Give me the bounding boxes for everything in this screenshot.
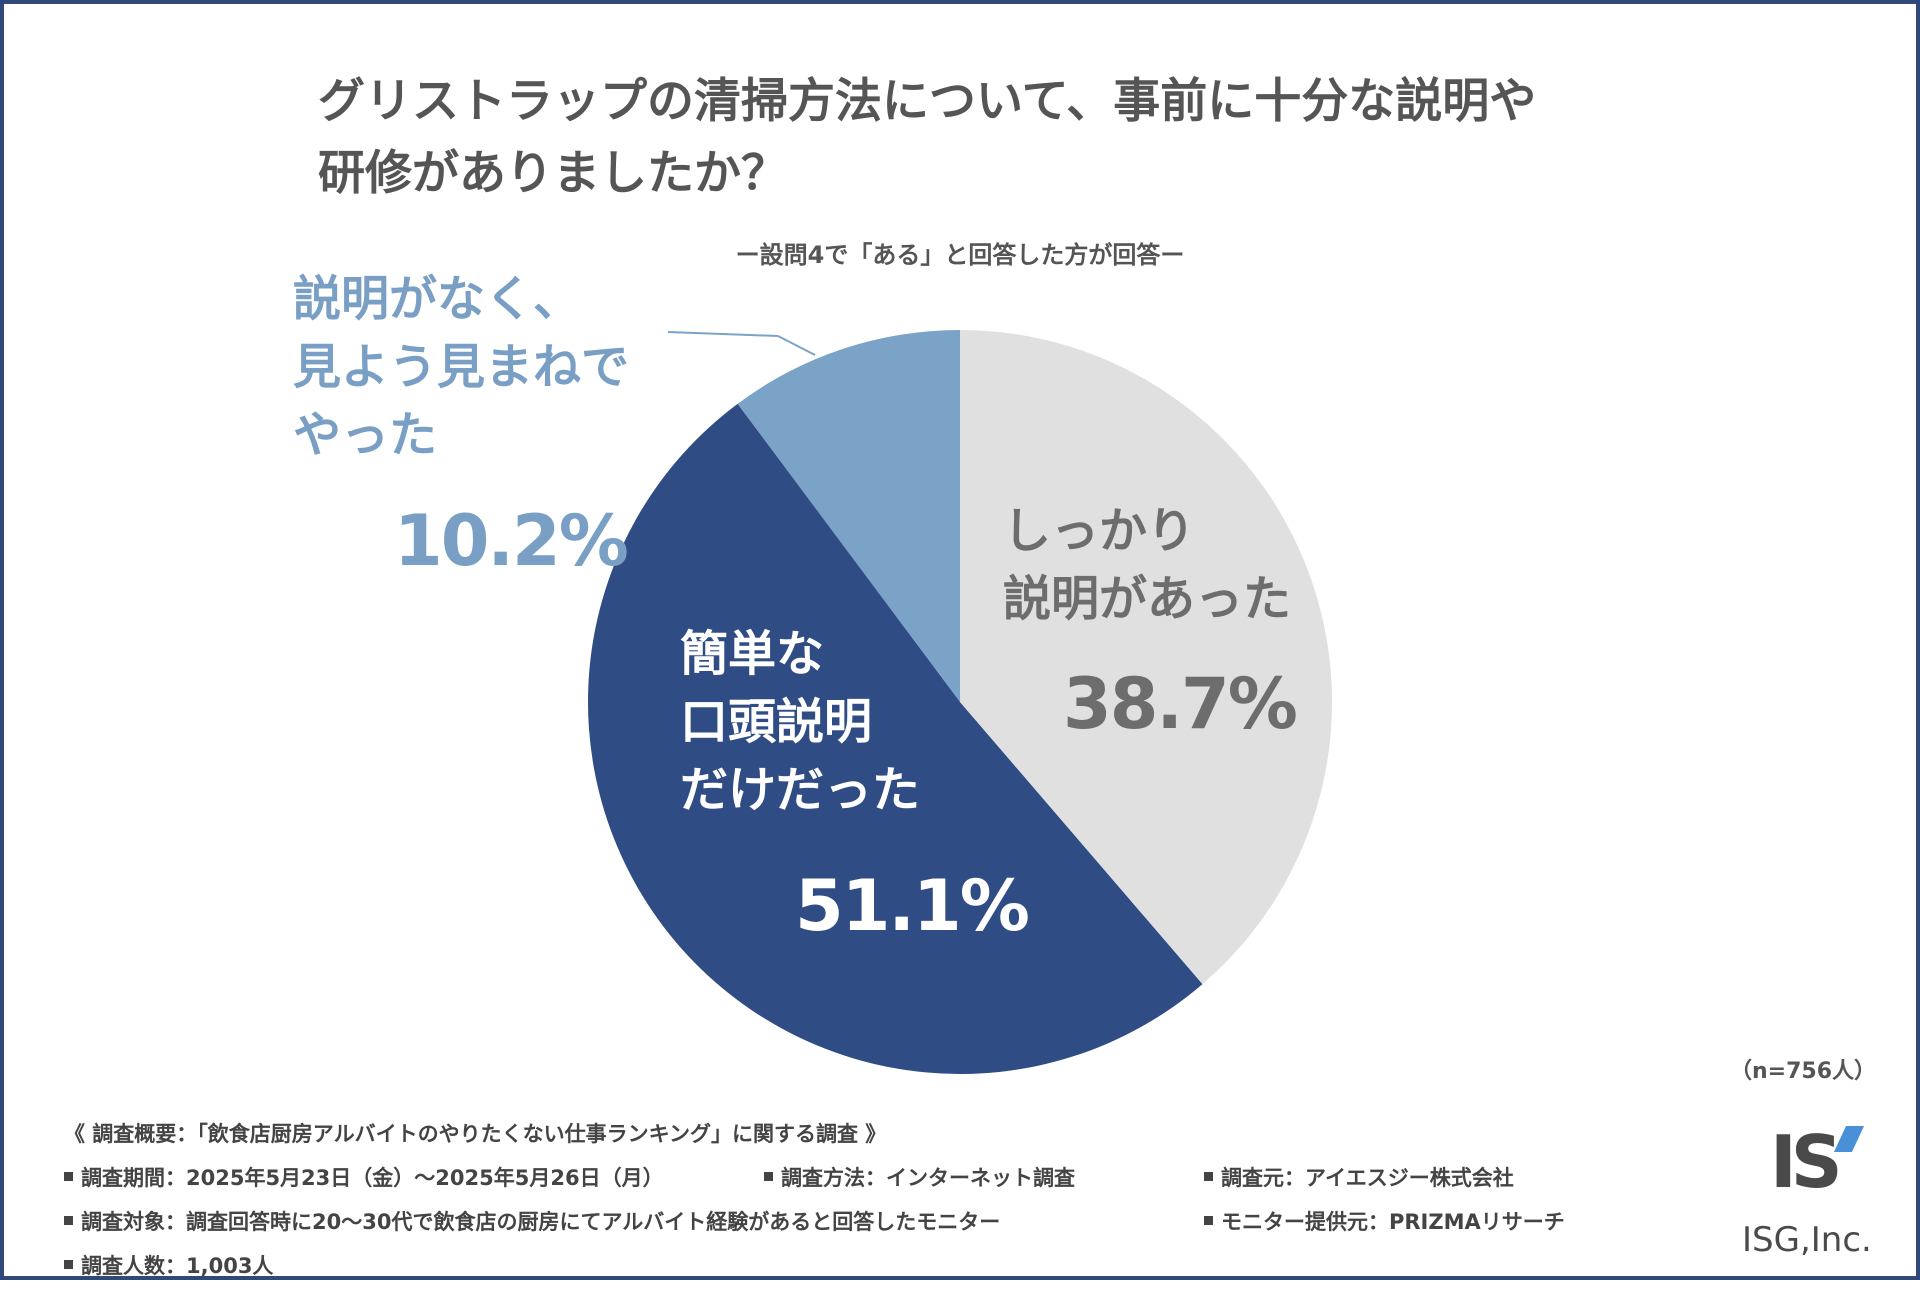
slice-label-none-line3: やった: [293, 407, 438, 464]
survey-provider-text: モニター提供元：PRIZMAリサーチ: [1221, 1210, 1565, 1234]
logo-mark-icon: IS: [1770, 1120, 1843, 1204]
slice-verbal: [587, 403, 1203, 1074]
logo-text: ISG,Inc.: [1742, 1220, 1872, 1260]
bullet-icon: [64, 1216, 73, 1225]
slice-label-none-line2: 見よう見まねで: [293, 339, 630, 396]
slice-label-verbal-line1: 簡単な: [680, 626, 825, 682]
survey-count: 調査人数：1,003人: [64, 1250, 273, 1280]
slice-label-none-line1: 説明がなく、: [293, 271, 582, 327]
survey-summary: 《 調査概要：「飲食店厨房アルバイトのやりたくない仕事ランキング」に関する調査 …: [64, 1118, 1714, 1294]
slice-value-verbal: 51.1%: [795, 865, 1030, 947]
survey-target-text: 調査対象：調査回答時に20～30代で飲食店の厨房にてアルバイト経験があると回答し…: [81, 1210, 1001, 1234]
bullet-icon: [764, 1172, 773, 1181]
survey-target: 調査対象：調査回答時に20～30代で飲食店の厨房にてアルバイト経験があると回答し…: [64, 1206, 1000, 1236]
survey-source-text: 調査元：アイエスジー株式会社: [1221, 1166, 1514, 1190]
slice-label-none: 説明がなく、 見よう見まねで やった: [293, 265, 629, 469]
survey-count-text: 調査人数：1,003人: [81, 1254, 274, 1278]
bullet-icon: [1204, 1216, 1213, 1225]
bullet-icon: [1204, 1172, 1213, 1181]
slice-label-verbal-line3: だけだった: [680, 762, 921, 819]
slice-value-none: 10.2%: [394, 500, 629, 582]
title-line-1: グリストラップの清掃方法について、事前に十分な説明や: [318, 74, 1537, 129]
survey-source: 調査元：アイエスジー株式会社: [1204, 1162, 1514, 1192]
survey-method: 調査方法：インターネット調査: [764, 1162, 1075, 1192]
logo-accent: [1833, 1126, 1865, 1152]
leader-line-tail: [777, 335, 816, 356]
survey-period-text: 調査期間：2025年5月23日（金）～2025年5月26日（月）: [81, 1166, 664, 1190]
survey-period: 調査期間：2025年5月23日（金）～2025年5月26日（月）: [64, 1162, 664, 1192]
leader-line: [667, 331, 779, 337]
slice-label-thorough-line1: しっかり: [1003, 503, 1196, 559]
survey-provider: モニター提供元：PRIZMAリサーチ: [1204, 1206, 1565, 1236]
chart-subtitle: ー設問4で「ある」と回答した方が回答ー: [735, 241, 1185, 269]
slice-label-thorough-line2: 説明があった: [1003, 571, 1292, 628]
company-logo: IS ISG,Inc.: [1742, 1120, 1882, 1260]
slice-none: [737, 330, 960, 702]
slice-label-thorough: しっかり 説明があった: [1003, 497, 1291, 633]
sample-size-note: （n=756人）: [1730, 1059, 1877, 1084]
slice-value-thorough: 38.7%: [1063, 663, 1298, 745]
title-line-2: 研修がありましたか？: [318, 146, 788, 201]
survey-method-text: 調査方法：インターネット調査: [781, 1166, 1075, 1190]
bullet-icon: [64, 1172, 73, 1181]
bullet-icon: [64, 1260, 73, 1269]
survey-heading: 《 調査概要：「飲食店厨房アルバイトのやりたくない仕事ランキング」に関する調査 …: [64, 1122, 887, 1146]
chart-title: グリストラップの清掃方法について、事前に十分な説明や 研修がありましたか？: [318, 66, 1718, 210]
slice-thorough: [960, 330, 1332, 985]
slice-label-verbal-line2: 口頭説明: [680, 694, 873, 751]
slice-label-verbal: 簡単な 口頭説明 だけだった: [680, 620, 920, 824]
